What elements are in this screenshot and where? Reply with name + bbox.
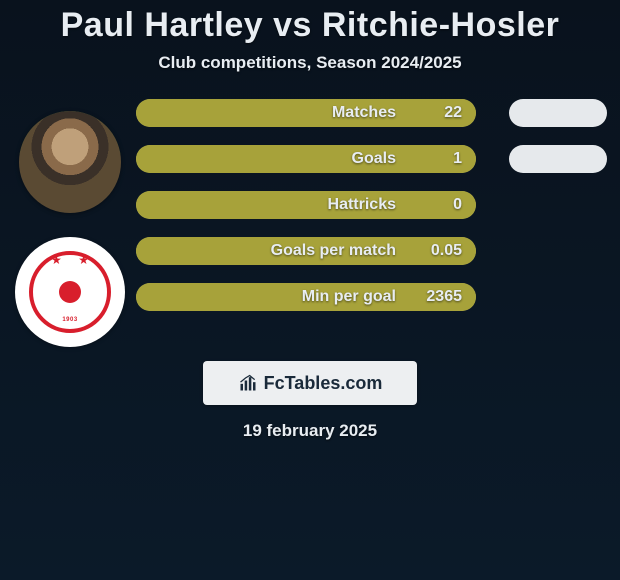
crest-label: 1903 [62, 317, 77, 323]
bar-chart-icon [238, 373, 258, 393]
stat-value: 2365 [426, 283, 462, 311]
stat-value: 0 [453, 191, 462, 219]
stat-bar: Goals per match0.05 [136, 237, 476, 265]
date-line: 19 february 2025 [0, 421, 620, 441]
player2-stat-pill [509, 99, 607, 127]
stat-value: 0.05 [431, 237, 462, 265]
page-title: Paul Hartley vs Ritchie-Hosler [0, 0, 620, 45]
stat-bar: Hattricks0 [136, 191, 476, 219]
player2-column [496, 99, 620, 173]
player1-club-crest: ★ ★ 1903 [15, 237, 125, 347]
ball-icon [59, 281, 81, 303]
stat-row: Goals per match0.05 [136, 237, 480, 265]
stat-bar: Matches22 [136, 99, 476, 127]
stat-label: Goals per match [136, 237, 452, 265]
stat-row: Goals1 [136, 145, 480, 173]
fctables-logo: FcTables.com [203, 361, 417, 405]
player1-avatar [19, 111, 121, 213]
star-icon: ★ [51, 253, 62, 267]
stat-value: 1 [453, 145, 462, 173]
player2-stat-pill [509, 145, 607, 173]
stat-row: Min per goal2365 [136, 283, 480, 311]
stat-label: Min per goal [136, 283, 452, 311]
subtitle: Club competitions, Season 2024/2025 [0, 53, 620, 73]
stat-label: Goals [136, 145, 452, 173]
stat-bar: Goals1 [136, 145, 476, 173]
stat-bar: Min per goal2365 [136, 283, 476, 311]
stat-value: 22 [444, 99, 462, 127]
stats-bar-group: Matches22Goals1Hattricks0Goals per match… [132, 99, 496, 329]
stat-row: Matches22 [136, 99, 480, 127]
stat-label: Matches [136, 99, 452, 127]
player1-column: ★ ★ 1903 [0, 99, 132, 347]
stat-label: Hattricks [136, 191, 452, 219]
star-icon: ★ [78, 253, 89, 267]
logo-text: FcTables.com [264, 373, 383, 394]
stat-row: Hattricks0 [136, 191, 480, 219]
